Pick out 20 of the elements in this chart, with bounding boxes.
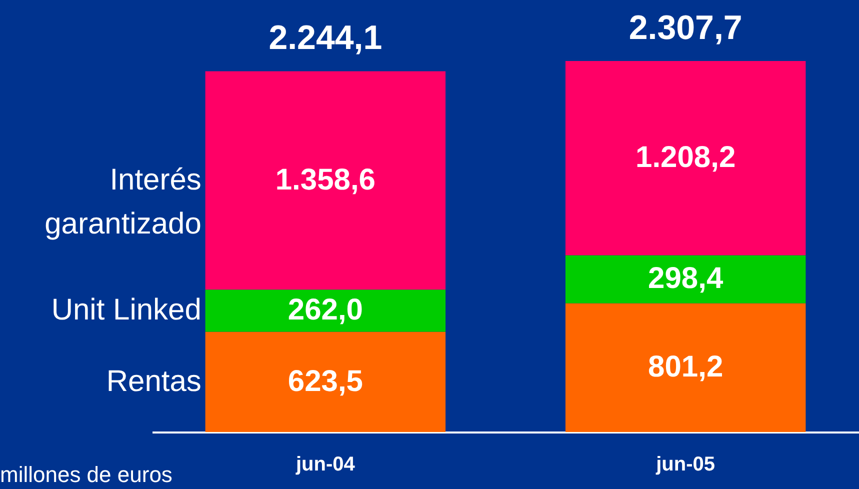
- text: millones de euros: [0, 462, 172, 488]
- bar: [205, 290, 446, 332]
- data-label: 623,5: [288, 364, 363, 398]
- bar: [205, 332, 446, 432]
- total-label: 2.307,7: [628, 9, 742, 47]
- total-label: 2.244,1: [268, 19, 382, 58]
- data-label: 801,2: [648, 350, 724, 384]
- series-label: Interés garantizado: [44, 163, 202, 240]
- series-label: Unit Linked: [51, 294, 202, 327]
- bar: [205, 71, 446, 290]
- series-label: Rentas: [106, 364, 202, 398]
- data-label: 1.208,2: [636, 141, 736, 174]
- data-label: 1.358,6: [275, 163, 376, 196]
- bar: [565, 61, 806, 256]
- data-label: 298,4: [648, 262, 724, 296]
- x-tick-label: jun-05: [655, 454, 716, 476]
- bar: [565, 303, 806, 432]
- x-tick-label: jun-04: [294, 454, 356, 476]
- bar: [565, 255, 806, 304]
- data-label: 262,0: [288, 294, 363, 327]
